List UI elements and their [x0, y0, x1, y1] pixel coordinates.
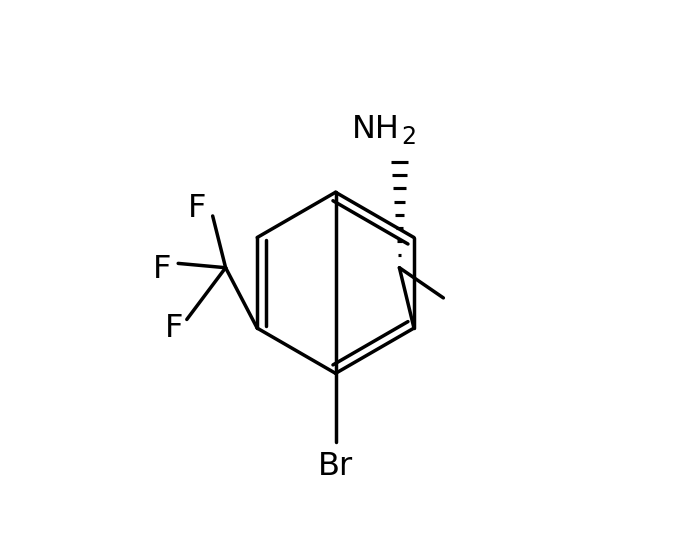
Text: F: F — [165, 312, 183, 344]
Text: NH: NH — [352, 114, 399, 145]
Text: F: F — [188, 193, 206, 224]
Text: 2: 2 — [401, 125, 417, 150]
Text: Br: Br — [318, 451, 353, 482]
Text: F: F — [153, 254, 171, 286]
